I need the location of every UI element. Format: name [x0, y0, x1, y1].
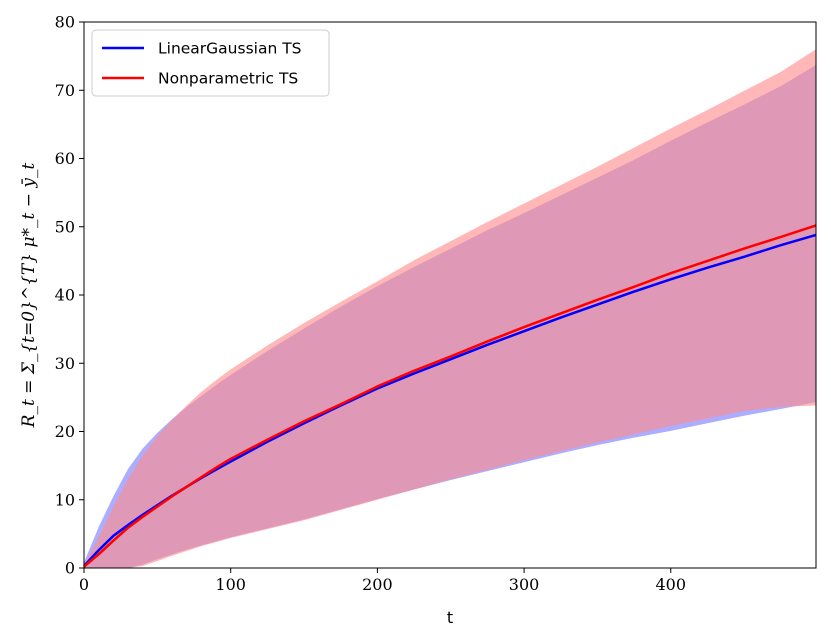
y-axis-ticks: 0 10 20 30 40 50 60 70 80	[55, 13, 84, 578]
plot-area	[83, 49, 817, 569]
line-nonparametric	[83, 224, 817, 568]
y-tick-label: 0	[65, 559, 75, 578]
y-tick-label: 80	[55, 13, 75, 32]
y-tick-label: 20	[55, 422, 75, 441]
y-tick-label: 70	[55, 81, 75, 100]
mean-lines	[83, 224, 817, 568]
y-axis-label: R_t = Σ_{t=0}^{T} μ*_t − ȳ_t	[19, 162, 39, 428]
legend-box	[91, 29, 330, 97]
legend-label-lineargaussian: LinearGaussian TS	[158, 40, 302, 58]
legend: LinearGaussian TS Nonparametric TS	[91, 29, 330, 97]
x-tick-label: 400	[656, 575, 687, 594]
x-tick-label: 0	[79, 575, 89, 594]
x-tick-label: 200	[362, 575, 393, 594]
y-axis-label-text: R_t = Σ_{t=0}^{T} μ*_t − ȳ_t	[19, 162, 39, 428]
y-tick-label: 50	[55, 217, 75, 236]
x-axis-label: t	[447, 608, 453, 627]
y-tick-label: 10	[55, 490, 75, 509]
x-tick-label: 100	[215, 575, 246, 594]
y-tick-label: 60	[55, 149, 75, 168]
y-tick-label: 40	[55, 286, 75, 305]
y-tick-label: 30	[55, 354, 75, 373]
x-tick-label: 300	[509, 575, 540, 594]
band-nonparametric	[84, 49, 816, 569]
x-axis-ticks: 0 100 200 300 400	[79, 568, 686, 594]
confidence-bands	[84, 49, 816, 569]
legend-label-nonparametric: Nonparametric TS	[158, 70, 298, 88]
